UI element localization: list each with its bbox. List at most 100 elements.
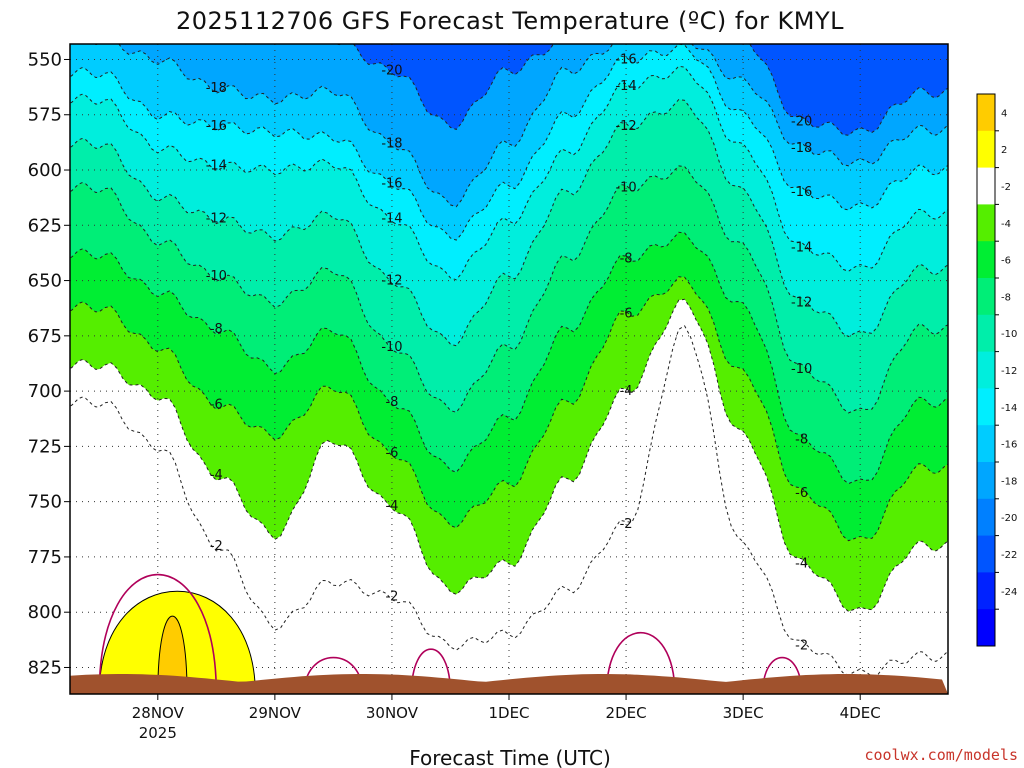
colorbar-label: -16: [1001, 440, 1017, 451]
contour-label: -18: [791, 141, 812, 156]
colorbar-swatch: [977, 278, 995, 316]
contour-label: -2: [620, 517, 633, 532]
contour-label: -16: [381, 176, 402, 191]
y-tick-label: 675: [28, 326, 62, 347]
contour-label: -12: [206, 212, 227, 227]
grid-lines: [70, 44, 948, 694]
contour-label: -18: [615, 33, 636, 48]
colorbar-swatch: [977, 462, 995, 500]
colorbar-label: -22: [1001, 550, 1017, 561]
y-tick-label: 575: [28, 105, 62, 126]
contour-label: -16: [791, 185, 812, 200]
contour-label: -16: [615, 52, 636, 67]
colorbar-swatch: [977, 130, 995, 169]
contour-label: -6: [795, 486, 808, 501]
contour-label: -14: [206, 159, 227, 174]
y-tick-label: 600: [28, 160, 62, 181]
contour-label: -4: [385, 499, 398, 514]
colorbar-swatch: [977, 425, 995, 463]
contour-label: -2: [210, 539, 223, 554]
contour-label: -16: [206, 119, 227, 134]
contour-label: -20: [791, 114, 812, 129]
contour-label: -2: [795, 638, 808, 653]
contour-label: -14: [791, 240, 812, 255]
colorbar-label: -24: [1001, 587, 1017, 598]
contour-label: -10: [381, 340, 402, 355]
contour-label: -20: [381, 64, 402, 79]
warm-pocket-fill: [157, 615, 188, 694]
contour-label: -20: [615, 33, 636, 48]
colorbar-label: -6: [1001, 256, 1011, 267]
contour-label: -6: [620, 307, 633, 322]
x-axis-ticks: 28NOV 2025 29NOV 30NOV 1DEC 2DEC 3DEC 4DEC: [132, 694, 881, 742]
contour-label: -10: [791, 362, 812, 377]
colorbar-swatch: [977, 94, 995, 132]
x-tick-label: 30NOV: [366, 704, 419, 722]
colorbar-label: -2: [1001, 182, 1011, 193]
y-tick-label: 825: [28, 657, 62, 678]
contour-lines: [70, 44, 948, 677]
contour-label: -18: [381, 136, 402, 151]
colorbar-label: -18: [1001, 476, 1017, 487]
freezing-line-segment: [605, 631, 676, 694]
colorbar-swatch: [977, 204, 995, 242]
x-tick-label: 1DEC: [488, 704, 529, 722]
x-tick-sublabel: 2025: [139, 724, 177, 742]
x-tick-label: 2DEC: [606, 704, 647, 722]
contour-line: [70, 44, 948, 241]
x-tick-label: 4DEC: [840, 704, 881, 722]
colorbar-swatch: [977, 572, 995, 610]
contour-label: -8: [385, 395, 398, 410]
contour-label: -12: [615, 119, 636, 134]
y-tick-label: 725: [28, 436, 62, 457]
y-tick-label: 775: [28, 547, 62, 568]
contour-labels: -20-20-20-20-18-18-18-18-16-16-16-16-14-…: [206, 33, 813, 653]
y-tick-label: 700: [28, 381, 62, 402]
colorbar-swatch: [977, 351, 995, 389]
contour-label: -20: [206, 33, 227, 48]
contour-label: -4: [620, 384, 633, 399]
colorbar-label: 2: [1001, 145, 1007, 156]
contour-line: [70, 325, 948, 677]
colorbar-label: -20: [1001, 513, 1017, 524]
x-tick-label: 28NOV: [132, 704, 185, 722]
x-tick-label: 3DEC: [723, 704, 764, 722]
colorbar-label: 4: [1001, 108, 1007, 119]
temperature-band-fill: [70, 325, 948, 694]
contour-label: -14: [615, 79, 636, 94]
colorbar-swatch: [977, 314, 995, 353]
colorbar-label: -4: [1001, 219, 1011, 230]
contour-label: -6: [385, 446, 398, 461]
contour-label: -8: [620, 251, 633, 266]
x-axis-label: Forecast Time (UTC): [409, 746, 611, 768]
y-tick-label: 650: [28, 271, 62, 292]
contour-label: -10: [206, 269, 227, 284]
contour-label: -8: [795, 433, 808, 448]
contour-label: -4: [210, 468, 223, 483]
contour-label: -2: [385, 590, 398, 605]
colorbar-swatch: [977, 498, 995, 537]
contour-label: -6: [210, 397, 223, 412]
colorbar-swatch: [977, 388, 995, 426]
y-tick-label: 625: [28, 215, 62, 236]
contour-line: [70, 65, 948, 281]
y-tick-label: 750: [28, 492, 62, 513]
credit-text[interactable]: coolwx.com/models: [864, 746, 1018, 764]
y-tick-label: 800: [28, 602, 62, 623]
colorbar-swatch: [977, 241, 995, 279]
chart-title: 2025112706 GFS Forecast Temperature (ºC)…: [176, 7, 844, 35]
contour-label: -12: [791, 296, 812, 311]
colorbar-swatch: [977, 167, 995, 205]
colorbar-label: -12: [1001, 366, 1017, 377]
contour-line: [70, 298, 948, 612]
freezing-line-segment: [98, 574, 218, 694]
contour-label: -14: [381, 212, 402, 227]
terrain-ground: [70, 674, 948, 694]
colorbar-label: -8: [1001, 292, 1011, 303]
colorbar: 4 2 -2 -4 -6 -8 -10 -12 -14 -16 -18 -20 -22 -24: [976, 93, 1017, 647]
y-tick-label: 550: [28, 49, 62, 70]
colorbar-swatch: [977, 535, 995, 573]
plot-area: -20-20-20-20-18-18-18-18-16-16-16-16-14-…: [70, 33, 948, 694]
temperature-fills: [70, 44, 948, 694]
